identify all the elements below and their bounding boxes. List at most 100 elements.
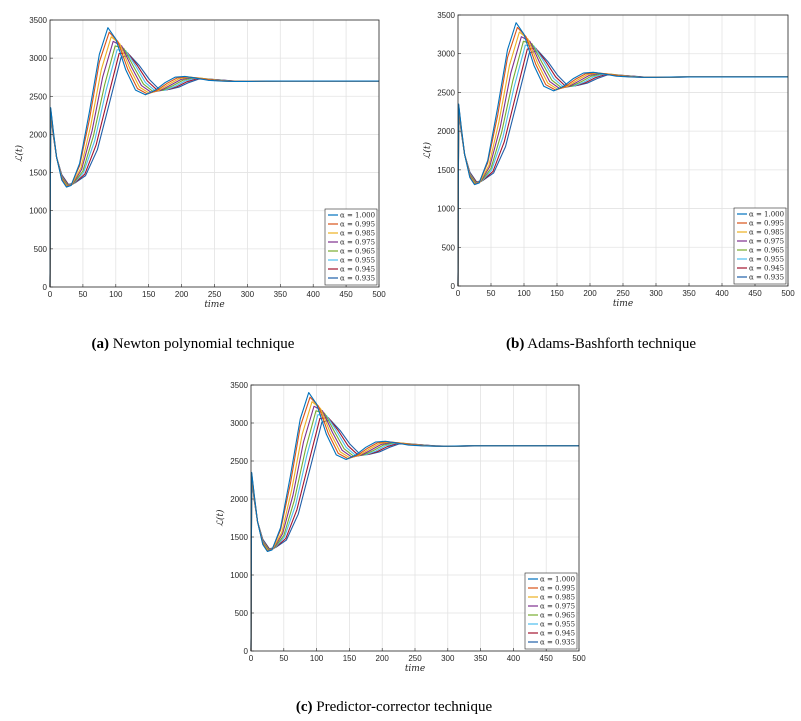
y-axis-label: ℒ(t) bbox=[215, 509, 226, 527]
caption-a: (a) Newton polynomial technique bbox=[92, 336, 295, 353]
y-tick-label: 3000 bbox=[230, 419, 248, 428]
chart-panel-c: 0 50 100 150 200 250 300 350 400 450 500 0 500 1000 15… bbox=[215, 381, 586, 674]
x-tick-label: 300 bbox=[241, 290, 255, 299]
series-line bbox=[457, 22, 788, 287]
x-tick-label: 150 bbox=[550, 289, 564, 298]
legend-label: α = 0.995 bbox=[749, 220, 784, 228]
legend-label: α = 0.945 bbox=[340, 266, 375, 274]
legend-label: α = 1.000 bbox=[749, 211, 784, 219]
y-axis-label: ℒ(t) bbox=[14, 144, 25, 162]
caption-c-text: Predictor-corrector technique bbox=[316, 699, 493, 715]
y-tick-label: 2000 bbox=[230, 495, 248, 504]
x-tick-label: 150 bbox=[142, 290, 156, 299]
x-tick-label: 200 bbox=[376, 654, 390, 663]
chart-c: 0 50 100 150 200 250 300 350 400 450 500 0 500 1000 15… bbox=[215, 381, 586, 674]
legend-label: α = 0.975 bbox=[340, 239, 375, 247]
series-line bbox=[250, 392, 579, 652]
y-tick-label: 1000 bbox=[230, 571, 248, 580]
legend-label: α = 0.935 bbox=[340, 275, 375, 283]
legend-label: α = 0.965 bbox=[340, 248, 375, 256]
x-tick-label: 400 bbox=[715, 289, 729, 298]
x-tick-label: 350 bbox=[274, 290, 288, 299]
legend-label: α = 0.975 bbox=[749, 238, 784, 246]
y-tick-label: 2500 bbox=[230, 457, 248, 466]
y-tick-label: 500 bbox=[442, 243, 456, 252]
y-tick-label: 0 bbox=[43, 283, 48, 292]
legend-label: α = 0.985 bbox=[749, 229, 784, 237]
x-tick-label: 400 bbox=[507, 654, 521, 663]
x-tick-label: 50 bbox=[279, 654, 288, 663]
x-tick-label: 300 bbox=[649, 289, 663, 298]
caption-b: (b) Adams-Bashforth technique bbox=[506, 336, 696, 353]
legend-label: α = 1.000 bbox=[540, 576, 575, 584]
caption-b-text: Adams-Bashforth technique bbox=[527, 336, 696, 352]
x-tick-label: 350 bbox=[474, 654, 488, 663]
legend-label: α = 0.985 bbox=[540, 594, 575, 602]
x-axis-label: time bbox=[405, 664, 425, 674]
x-tick-label: 100 bbox=[310, 654, 324, 663]
legend-label: α = 0.975 bbox=[540, 603, 575, 611]
legend-label: α = 0.935 bbox=[749, 274, 784, 282]
x-tick-label: 250 bbox=[208, 290, 222, 299]
y-tick-label: 3000 bbox=[437, 50, 455, 59]
y-tick-label: 500 bbox=[235, 609, 249, 618]
x-tick-label: 450 bbox=[339, 290, 353, 299]
y-tick-label: 1000 bbox=[437, 205, 455, 214]
chart-panel-a: 0 50 100 150 200 250 300 350 400 450 500 0 500 1000 15… bbox=[0, 0, 390, 310]
legend-label: α = 0.945 bbox=[540, 630, 575, 638]
x-tick-label: 500 bbox=[372, 290, 386, 299]
legend-label: α = 0.995 bbox=[340, 221, 375, 229]
x-tick-label: 500 bbox=[781, 289, 795, 298]
x-tick-label: 500 bbox=[572, 654, 586, 663]
caption-c-tag: (c) bbox=[295, 699, 313, 715]
y-tick-label: 3500 bbox=[29, 16, 47, 25]
y-tick-label: 2000 bbox=[29, 130, 47, 139]
legend-label: α = 1.000 bbox=[340, 212, 375, 220]
x-tick-label: 250 bbox=[408, 654, 422, 663]
legend-box bbox=[324, 208, 378, 286]
y-axis-label: ℒ(t) bbox=[422, 141, 433, 159]
caption-c: (c) Predictor-corrector technique bbox=[296, 699, 492, 716]
x-tick-label: 200 bbox=[175, 290, 189, 299]
legend-label: α = 0.955 bbox=[749, 256, 784, 264]
y-tick-label: 3000 bbox=[29, 54, 47, 63]
y-tick-label: 500 bbox=[34, 245, 48, 254]
caption-a-text: Newton polynomial technique bbox=[112, 336, 295, 352]
x-tick-label: 0 bbox=[249, 654, 254, 663]
y-tick-label: 2500 bbox=[437, 88, 455, 97]
legend-label: α = 0.935 bbox=[540, 639, 575, 647]
x-tick-label: 400 bbox=[307, 290, 321, 299]
x-tick-label: 250 bbox=[616, 289, 630, 298]
x-tick-label: 100 bbox=[517, 289, 531, 298]
legend-label: α = 0.955 bbox=[340, 257, 375, 265]
x-axis-label: time bbox=[204, 300, 224, 310]
x-tick-label: 200 bbox=[583, 289, 597, 298]
x-axis-label: time bbox=[613, 299, 633, 309]
legend-label: α = 0.955 bbox=[540, 621, 575, 629]
caption-a-tag: (a) bbox=[91, 336, 110, 352]
chart-a: 0 50 100 150 200 250 300 350 400 450 500 0 500 1000 15… bbox=[14, 16, 386, 310]
legend-box bbox=[733, 207, 787, 285]
y-tick-label: 3500 bbox=[230, 381, 248, 390]
y-tick-label: 1500 bbox=[230, 533, 248, 542]
legend-label: α = 0.945 bbox=[749, 265, 784, 273]
x-tick-label: 50 bbox=[487, 289, 496, 298]
x-tick-label: 0 bbox=[48, 290, 53, 299]
x-tick-label: 150 bbox=[343, 654, 357, 663]
legend-label: α = 0.985 bbox=[340, 230, 375, 238]
x-tick-label: 0 bbox=[456, 289, 461, 298]
x-tick-label: 450 bbox=[540, 654, 554, 663]
x-tick-label: 450 bbox=[748, 289, 762, 298]
legend-label: α = 0.965 bbox=[749, 247, 784, 255]
y-tick-label: 1500 bbox=[29, 169, 47, 178]
y-tick-label: 3500 bbox=[437, 11, 455, 20]
chart-b: 0 50 100 150 200 250 300 350 400 450 500 0 500 1000 15… bbox=[422, 11, 795, 309]
x-tick-label: 300 bbox=[441, 654, 455, 663]
y-tick-label: 0 bbox=[451, 282, 456, 291]
y-tick-label: 1500 bbox=[437, 166, 455, 175]
caption-b-tag: (b) bbox=[506, 336, 525, 352]
x-tick-label: 50 bbox=[78, 290, 87, 299]
series-line bbox=[49, 27, 379, 288]
x-tick-label: 100 bbox=[109, 290, 123, 299]
x-tick-label: 350 bbox=[682, 289, 696, 298]
